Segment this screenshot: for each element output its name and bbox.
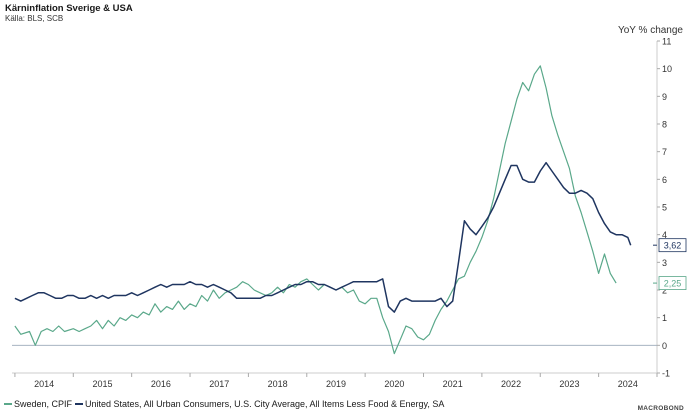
y-tick-label: 8 <box>662 120 667 130</box>
y-tick-label: 2 <box>662 286 667 296</box>
chart-legend: Sweden, CPIF United States, All Urban Co… <box>4 399 447 409</box>
chart-title: Kärninflation Sverige & USA <box>5 3 133 14</box>
x-tick-label: 2024 <box>618 379 638 389</box>
end-label-usa-box <box>658 238 687 253</box>
x-tick-label: 2015 <box>92 379 112 389</box>
y-tick-label: 5 <box>662 203 667 213</box>
legend-label-usa: United States, All Urban Consumers, U.S.… <box>85 399 445 409</box>
legend-label-sweden: Sweden, CPIF <box>14 399 73 409</box>
series-line-sweden <box>14 65 617 355</box>
x-tick-label: 2016 <box>151 379 171 389</box>
x-tick-label: 2018 <box>268 379 288 389</box>
end-label-sweden: 2,25 <box>664 279 682 289</box>
legend-swatch-sweden <box>4 403 12 405</box>
x-tick-label: 2023 <box>559 379 579 389</box>
x-tick-label: 2021 <box>443 379 463 389</box>
legend-swatch-usa <box>75 403 84 405</box>
end-label-usa: 3,62 <box>664 241 682 251</box>
y-tick-label: 6 <box>662 175 667 185</box>
y-tick-label: 10 <box>662 64 672 74</box>
series-line-usa <box>14 161 632 313</box>
y-tick-label: 3 <box>662 258 667 268</box>
y-tick-label: 1 <box>662 313 667 323</box>
y-tick-label: 0 <box>662 341 667 351</box>
x-tick-label: 2014 <box>34 379 54 389</box>
y-tick-label: -1 <box>662 369 670 379</box>
y-tick-label: 7 <box>662 147 667 157</box>
y-tick-label: 4 <box>662 230 667 240</box>
end-label-sweden-box <box>658 276 687 290</box>
legend-item-usa: United States, All Urban Consumers, U.S.… <box>75 399 444 409</box>
y-tick-label: 9 <box>662 92 667 102</box>
macrobond-logo: MACROBOND <box>637 405 684 412</box>
chart-source: Källa: BLS, SCB <box>5 14 64 23</box>
x-tick-label: 2017 <box>209 379 229 389</box>
x-tick-label: 2020 <box>384 379 404 389</box>
x-tick-label: 2019 <box>326 379 346 389</box>
legend-item-sweden: Sweden, CPIF <box>4 399 72 409</box>
y-tick-label: 11 <box>662 37 671 47</box>
x-tick-label: 2022 <box>501 379 521 389</box>
y-axis-unit-label: YoY % change <box>617 25 683 36</box>
